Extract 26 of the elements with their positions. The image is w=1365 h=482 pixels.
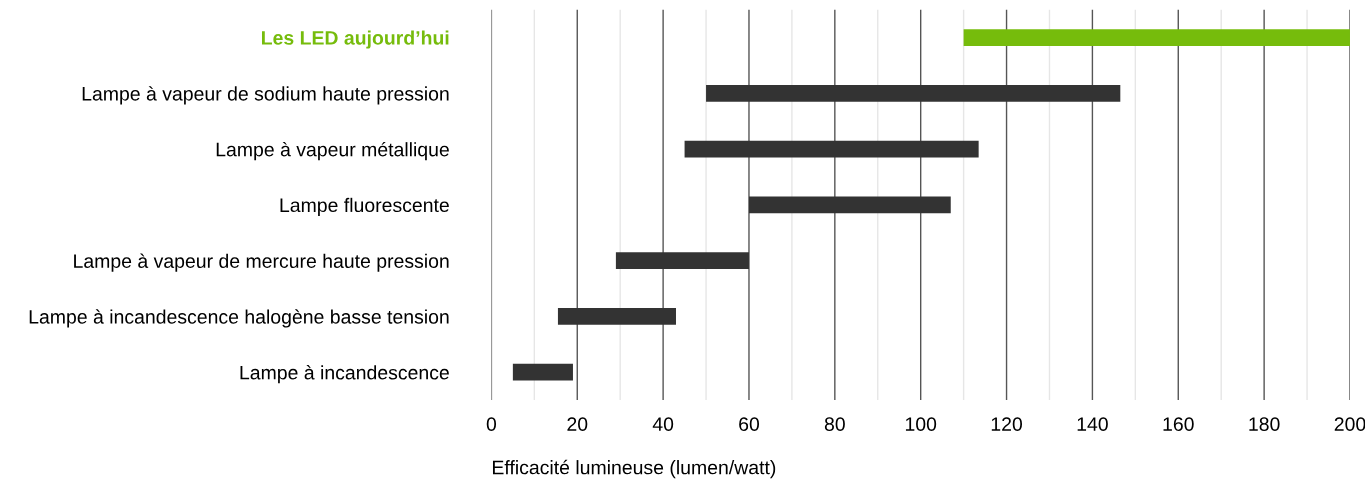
bar — [963, 29, 1350, 46]
y-tick-label: Lampe à incandescence — [240, 365, 449, 384]
x-tick-label: 80 — [824, 417, 845, 432]
y-tick-label: Lampe à vapeur de sodium haute pression — [82, 86, 449, 105]
x-tick-label: 100 — [905, 417, 937, 432]
y-tick-label: Lampe fluorescente — [280, 197, 449, 216]
x-tick-label: 0 — [486, 417, 497, 432]
x-tick-label: 40 — [652, 417, 674, 432]
bar — [615, 252, 749, 269]
bar — [748, 196, 951, 214]
y-tick-label: Lampe à vapeur de mercure haute pression — [74, 253, 449, 272]
x-tick-label: 160 — [1163, 417, 1194, 432]
x-tick-label: 120 — [991, 417, 1023, 432]
x-tick-label: 180 — [1249, 417, 1280, 432]
bar — [557, 308, 676, 325]
bar — [684, 140, 979, 158]
y-tick-label: Les LED aujourd’hui — [261, 30, 449, 49]
x-tick-label: 140 — [1077, 417, 1108, 432]
x-tick-label: 60 — [739, 417, 760, 432]
x-tick-label: 200 — [1334, 417, 1365, 432]
bar — [706, 84, 1121, 102]
y-tick-label: Lampe à incandescence halogène basse tension — [29, 309, 449, 328]
x-axis-title: Efficacité lumineuse (lumen/watt) — [493, 459, 776, 479]
bar — [512, 363, 573, 381]
x-tick-label: 20 — [567, 417, 588, 432]
y-tick-label: Lampe à vapeur métallique — [216, 141, 449, 161]
